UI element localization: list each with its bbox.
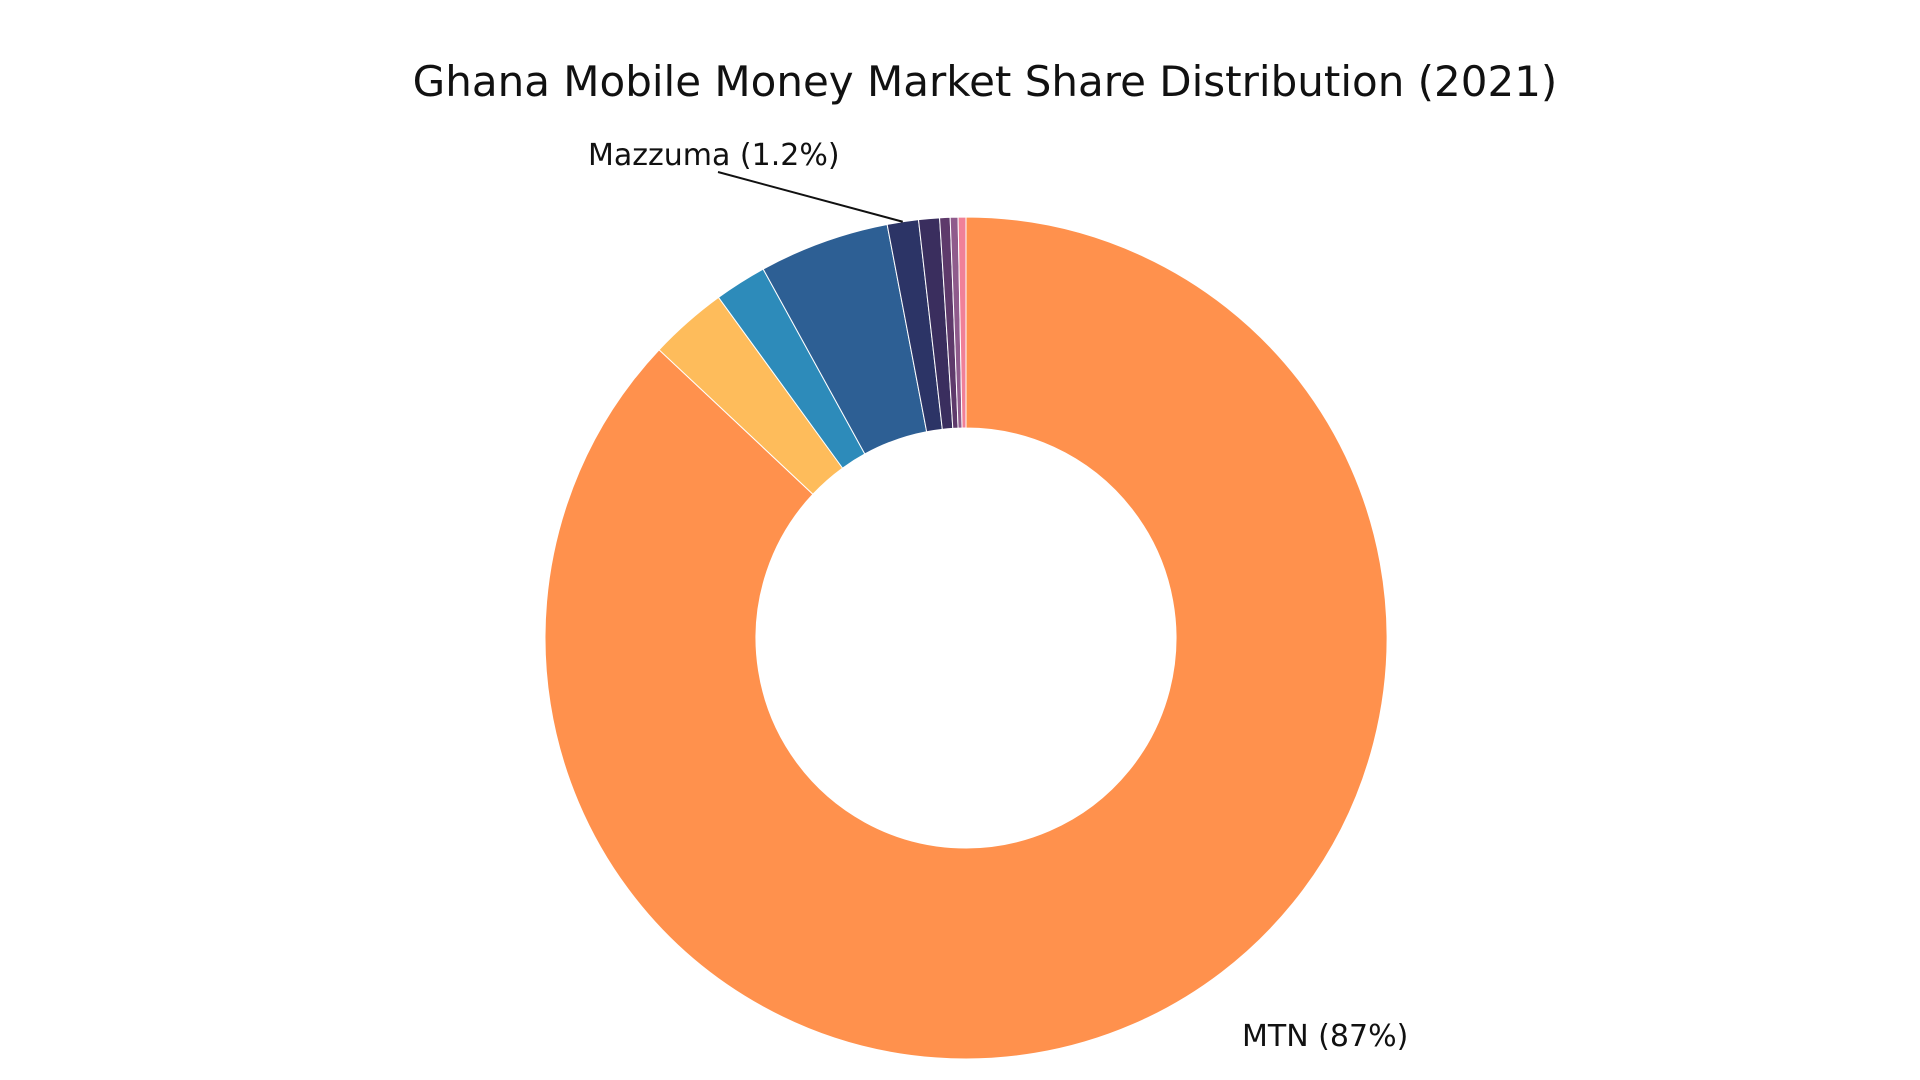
slice-label-mazzuma: Mazzuma (1.2%)	[588, 138, 840, 173]
chart-title: Ghana Mobile Money Market Share Distribu…	[413, 57, 1558, 106]
slice-leader-line-mazzuma	[717, 171, 904, 223]
labels-group: MTN (87%) Mazzuma (1.2%)	[588, 138, 1408, 1054]
slice-label-mtn: MTN (87%)	[1242, 1019, 1408, 1054]
slices-group	[544, 216, 1388, 1060]
donut-slice-mtn	[544, 216, 1388, 1060]
donut-slice-8	[957, 216, 967, 429]
